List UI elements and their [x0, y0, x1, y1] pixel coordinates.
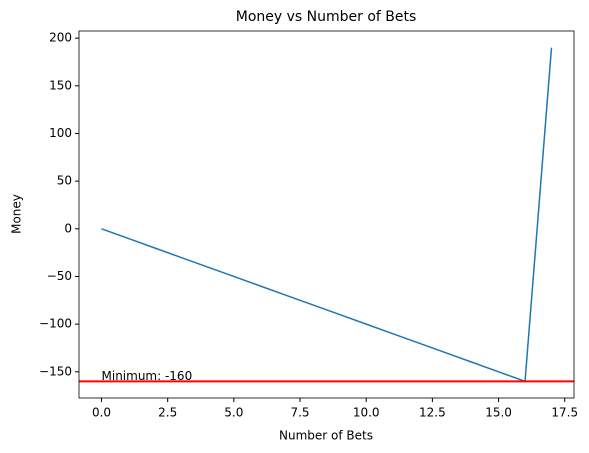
chart-title: Money vs Number of Bets	[236, 9, 417, 25]
x-tick-label: 17.5	[551, 406, 578, 420]
y-tick-label: 200	[49, 31, 72, 45]
y-axis-label: Money	[10, 194, 24, 234]
y-tick-label: 0	[64, 221, 72, 235]
x-tick-label: 12.5	[419, 406, 446, 420]
line	[101, 47, 553, 383]
y-tick-label: −150	[39, 364, 72, 378]
y-tick-label: −50	[47, 269, 72, 283]
y-tick-label: 100	[49, 126, 72, 140]
x-tick-label: 0.0	[92, 406, 111, 420]
y-tick-label: 50	[57, 174, 72, 188]
x-tick-label: 2.5	[158, 406, 177, 420]
plot-frame	[78, 30, 575, 399]
y-tick-label: 150	[49, 78, 72, 92]
x-axis-label: Number of Bets	[279, 429, 373, 443]
y-tick-label: −100	[39, 317, 72, 331]
x-tick-label: 10.0	[353, 406, 380, 420]
annotation: Minimum: -160	[102, 369, 193, 383]
x-tick-label: 7.5	[290, 406, 309, 420]
x-tick-label: 5.0	[224, 406, 243, 420]
x-tick-label: 15.0	[485, 406, 512, 420]
